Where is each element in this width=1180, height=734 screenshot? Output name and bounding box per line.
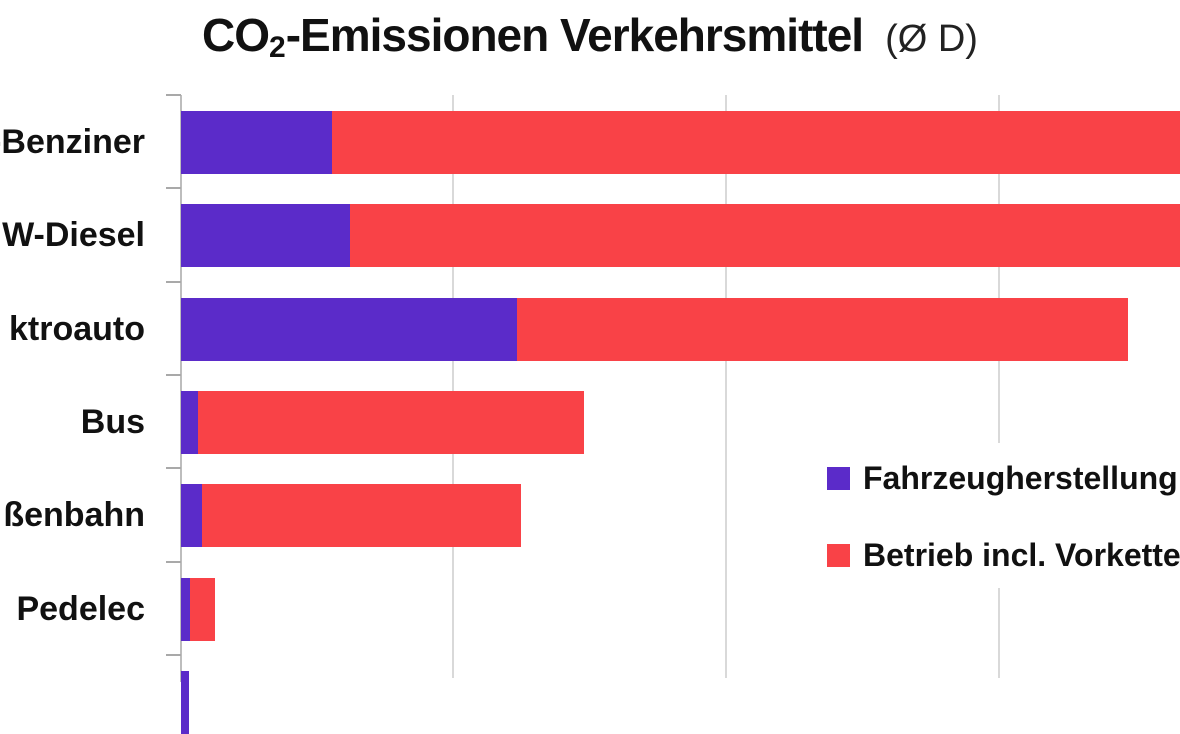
y-axis-tick	[166, 561, 181, 563]
category-label: ßenbahn	[3, 496, 145, 535]
plot-area: -Benziner W-Diesel ktroauto Bus ßenbahn Pedel…	[0, 94, 1180, 734]
bar-segment-manufacturing	[181, 577, 190, 641]
bar-segment-operation	[350, 204, 1180, 268]
operation-swatch-icon	[827, 544, 850, 567]
y-axis-tick	[166, 654, 181, 656]
bar-segment-operation	[198, 390, 584, 454]
category-label: ktroauto	[9, 309, 145, 348]
bar-segment-operation	[202, 484, 521, 548]
category-label: Bus	[80, 402, 145, 441]
legend-label-manufacturing: Fahrzeugherstellung	[863, 460, 1178, 496]
category-label: -Benziner	[0, 123, 145, 161]
y-axis-tick	[166, 281, 181, 283]
title-main-rest: -Emissionen Verkehrsmittel	[285, 9, 864, 61]
bar-segment-manufacturing	[181, 670, 189, 734]
y-axis-tick	[166, 187, 181, 189]
legend: Fahrzeugherstellung Betrieb incl. Vorket…	[813, 443, 1180, 588]
title-co: CO	[202, 9, 270, 61]
chart-title: CO2-Emissionen Verkehrsmittel (Ø D)	[0, 8, 1180, 64]
bar-segment-manufacturing	[181, 484, 202, 548]
y-axis-tick	[166, 94, 181, 96]
category-label: Pedelec	[16, 589, 145, 628]
bar-segment-manufacturing	[181, 390, 198, 454]
x-gridline	[725, 95, 727, 678]
bar-segment-operation	[190, 577, 215, 641]
title-subscript-2: 2	[269, 31, 286, 64]
legend-label-operation: Betrieb incl. Vorkette	[863, 537, 1180, 573]
bar-segment-operation	[517, 297, 1128, 361]
category-label: W-Diesel	[2, 216, 145, 255]
title-suffix-avg-germany: (Ø D)	[885, 18, 978, 60]
bar-segment-operation	[332, 111, 1180, 174]
bar-segment-manufacturing	[181, 111, 332, 174]
legend-item-manufacturing: Fahrzeugherstellung	[827, 460, 1178, 497]
bar-segment-manufacturing	[181, 297, 517, 361]
x-gridline	[998, 95, 1000, 678]
y-axis-tick	[166, 374, 181, 376]
bar-segment-manufacturing	[181, 204, 350, 268]
y-axis-line	[180, 95, 182, 682]
x-gridline	[452, 95, 454, 678]
y-axis-tick	[166, 467, 181, 469]
legend-item-operation: Betrieb incl. Vorkette	[827, 537, 1180, 574]
manufacturing-swatch-icon	[827, 467, 850, 490]
